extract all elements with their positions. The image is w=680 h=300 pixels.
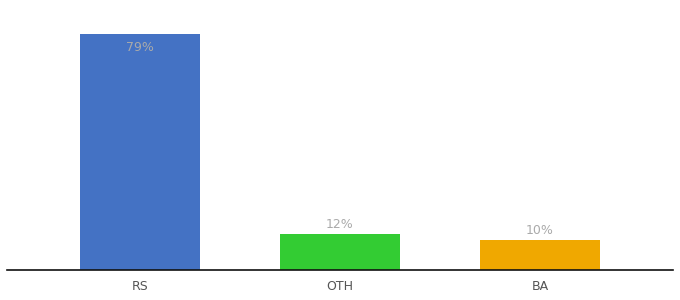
Text: 79%: 79% bbox=[126, 41, 154, 54]
Text: 12%: 12% bbox=[326, 218, 354, 231]
Bar bbox=[480, 240, 600, 270]
Text: 10%: 10% bbox=[526, 224, 554, 237]
Bar bbox=[280, 234, 400, 270]
Bar bbox=[80, 34, 200, 270]
